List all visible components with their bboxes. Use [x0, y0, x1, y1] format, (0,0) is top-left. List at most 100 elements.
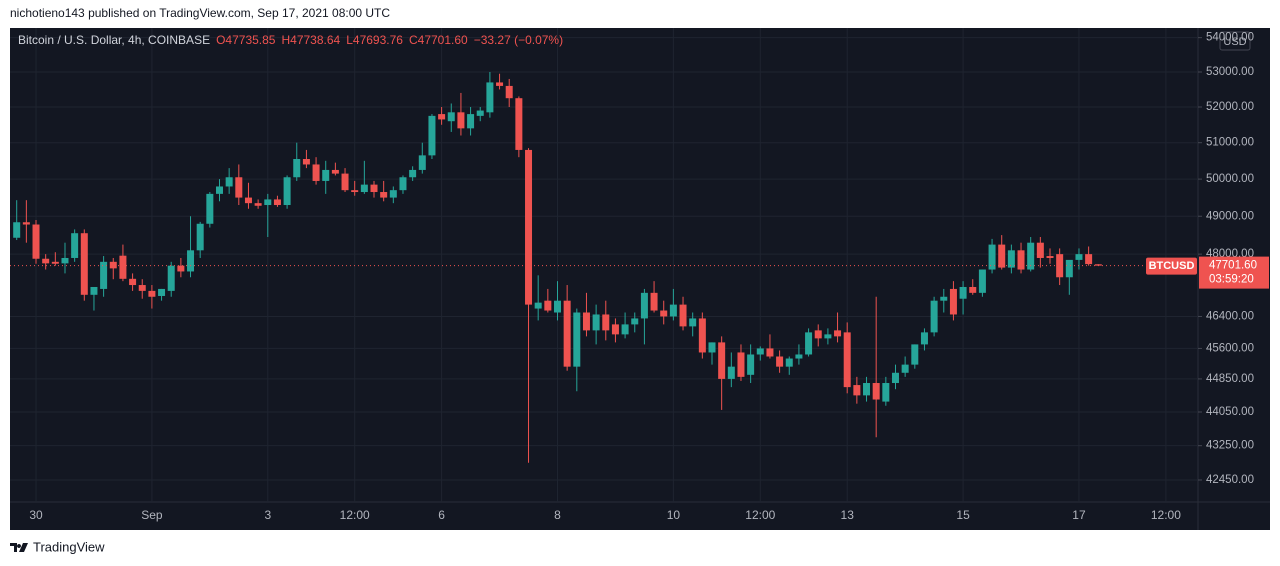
candle-body	[486, 82, 494, 113]
candle-body	[71, 233, 79, 258]
candle-body	[399, 177, 407, 191]
candle-body	[795, 354, 803, 359]
candle-body	[1007, 250, 1015, 268]
y-tick-label: 46400.00	[1206, 310, 1254, 322]
x-tick-label: 12:00	[340, 508, 370, 522]
candle-body	[689, 318, 697, 327]
candle-body	[611, 324, 619, 335]
candle-body	[930, 300, 938, 333]
candle-body	[563, 300, 571, 367]
candle-body	[949, 288, 957, 315]
candle-body	[167, 265, 175, 291]
candle-body	[273, 199, 281, 206]
y-tick-label: 44850.00	[1206, 373, 1254, 385]
legend-item: 47738.64	[290, 33, 340, 47]
candle-body	[360, 184, 368, 193]
x-tick-label: 6	[438, 508, 445, 522]
candle-body	[1027, 242, 1035, 270]
candle-body	[129, 278, 137, 286]
currency-badge[interactable]	[1219, 31, 1251, 51]
candle-body	[254, 203, 262, 206]
legend-item: Bitcoin / U.S. Dollar, 4h, COINBASE	[18, 33, 210, 47]
candle-body	[496, 82, 504, 86]
candle-body	[1056, 254, 1064, 278]
candle-body	[447, 112, 455, 122]
chart-panel	[10, 28, 1270, 530]
candle-body	[718, 342, 726, 379]
candle-body	[283, 177, 291, 206]
candle-body	[1075, 254, 1083, 260]
candle-body	[138, 285, 146, 291]
x-tick-label: 12:00	[1151, 508, 1181, 522]
publisher-line: nichotieno143 published on TradingView.c…	[10, 6, 390, 20]
candle-body	[370, 184, 378, 193]
candle-body	[42, 258, 50, 264]
candle-body	[351, 190, 359, 193]
candle-body	[814, 330, 822, 339]
x-tick-label: Sep	[141, 508, 163, 522]
candle-body	[331, 169, 339, 174]
candle-body	[457, 112, 465, 129]
candle-body	[158, 288, 166, 296]
candle-body	[978, 269, 986, 293]
y-tick-label: 53000.00	[1206, 66, 1254, 78]
candle-body	[293, 158, 301, 178]
x-tick-label: 13	[841, 508, 855, 522]
candle-body	[13, 222, 21, 238]
candle-body	[969, 286, 977, 293]
candle-body	[631, 318, 639, 325]
candle-body	[389, 190, 397, 198]
x-tick-label: 10	[667, 508, 681, 522]
currency-label: USD	[1223, 36, 1246, 48]
y-tick-label: 51000.00	[1206, 137, 1254, 149]
candle-body	[380, 192, 388, 198]
candle-body	[582, 312, 590, 331]
candle-body	[312, 164, 320, 181]
candle-body	[51, 261, 59, 264]
candle-body	[90, 286, 98, 295]
candle-body	[100, 261, 108, 289]
candle-body	[1065, 259, 1073, 278]
y-tick-label: 43250.00	[1206, 440, 1254, 452]
ticker-tag	[1146, 257, 1197, 275]
candle-body	[1017, 250, 1025, 270]
countdown-label: 03:59:20	[1209, 274, 1254, 286]
legend-text: Bitcoin / U.S. Dollar, 4h, COINBASE O4773…	[18, 33, 563, 47]
x-tick-label: 15	[956, 508, 970, 522]
candle-body	[22, 222, 30, 225]
candle-body	[776, 356, 784, 367]
last-price-label: 47701.60	[1209, 260, 1257, 272]
legend-item: L	[346, 33, 353, 47]
candle-body	[959, 286, 967, 299]
candle-body	[148, 290, 156, 297]
y-tick-label: 54000.00	[1206, 32, 1254, 44]
candle-body	[544, 300, 552, 311]
candle-body	[920, 332, 928, 345]
candle-body	[515, 98, 523, 150]
candle-body	[80, 233, 88, 295]
candle-body	[341, 173, 349, 191]
candle-body	[1094, 264, 1102, 266]
candle-body	[824, 334, 832, 339]
candle-body	[534, 302, 542, 309]
candle-body	[573, 312, 581, 367]
candle-body	[679, 304, 687, 327]
candle-body	[660, 310, 668, 317]
x-tick-label: 12:00	[745, 508, 775, 522]
candle-body	[428, 115, 436, 156]
x-tick-label: 17	[1072, 508, 1086, 522]
candle-body	[409, 169, 417, 178]
candle-body	[901, 364, 909, 373]
candle-body	[863, 383, 871, 396]
candle-body	[592, 314, 600, 331]
candle-body	[843, 332, 851, 388]
candle-body	[32, 224, 40, 259]
candle-body	[1046, 256, 1054, 258]
candle-body	[621, 324, 629, 335]
candle-body	[196, 223, 204, 251]
candle-body	[1085, 254, 1093, 265]
candle-body	[805, 332, 813, 355]
candle-body	[476, 110, 484, 116]
y-tick-label: 50000.00	[1206, 173, 1254, 185]
candle-body	[872, 383, 880, 400]
